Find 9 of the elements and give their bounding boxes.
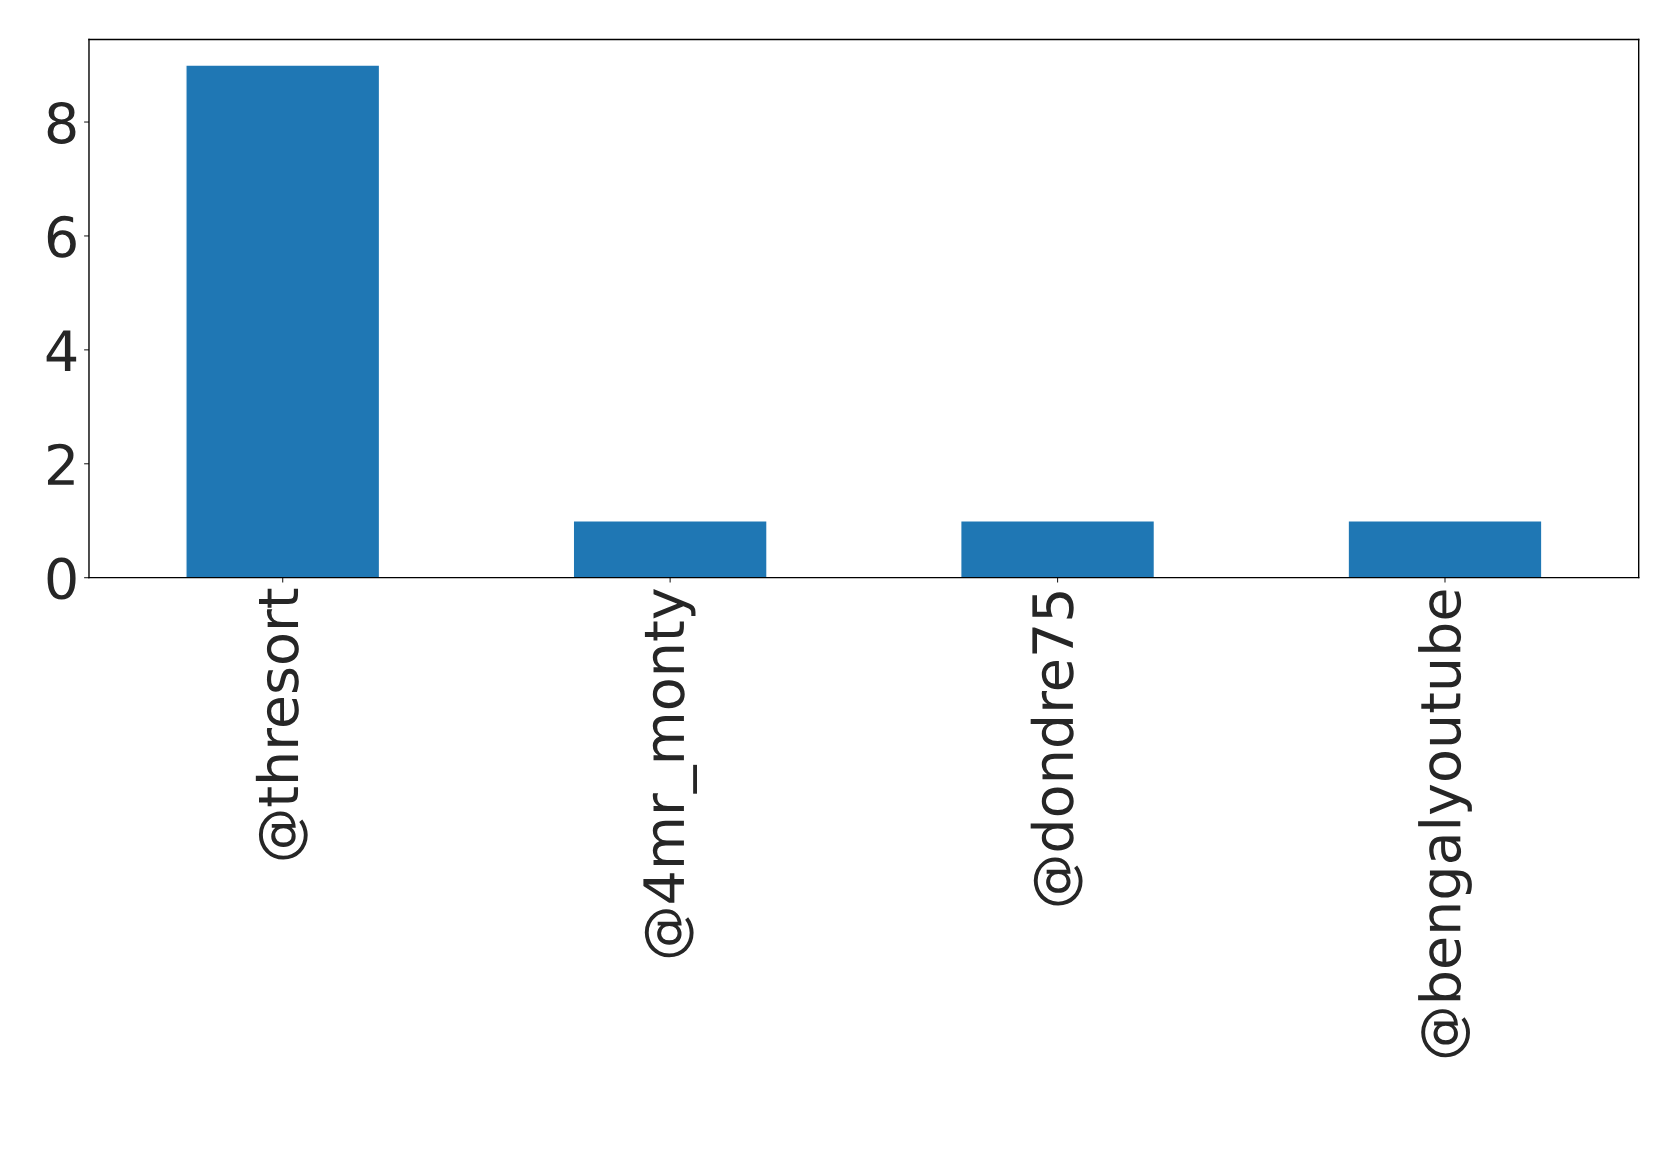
x-tick-label: @thresort bbox=[255, 588, 308, 860]
x-tick-label: @4mr_monty bbox=[643, 589, 698, 958]
y-tick-label: 6 bbox=[47, 215, 76, 258]
y-tick-label: 0 bbox=[47, 557, 76, 600]
y-tick-label: 4 bbox=[46, 330, 77, 371]
y-tick-label: 8 bbox=[47, 101, 76, 144]
x-tick-label: @bengalyoutube bbox=[1418, 590, 1472, 1058]
x-tick-label: @dondre75 bbox=[1030, 592, 1083, 906]
y-tick-label: 2 bbox=[47, 443, 74, 485]
